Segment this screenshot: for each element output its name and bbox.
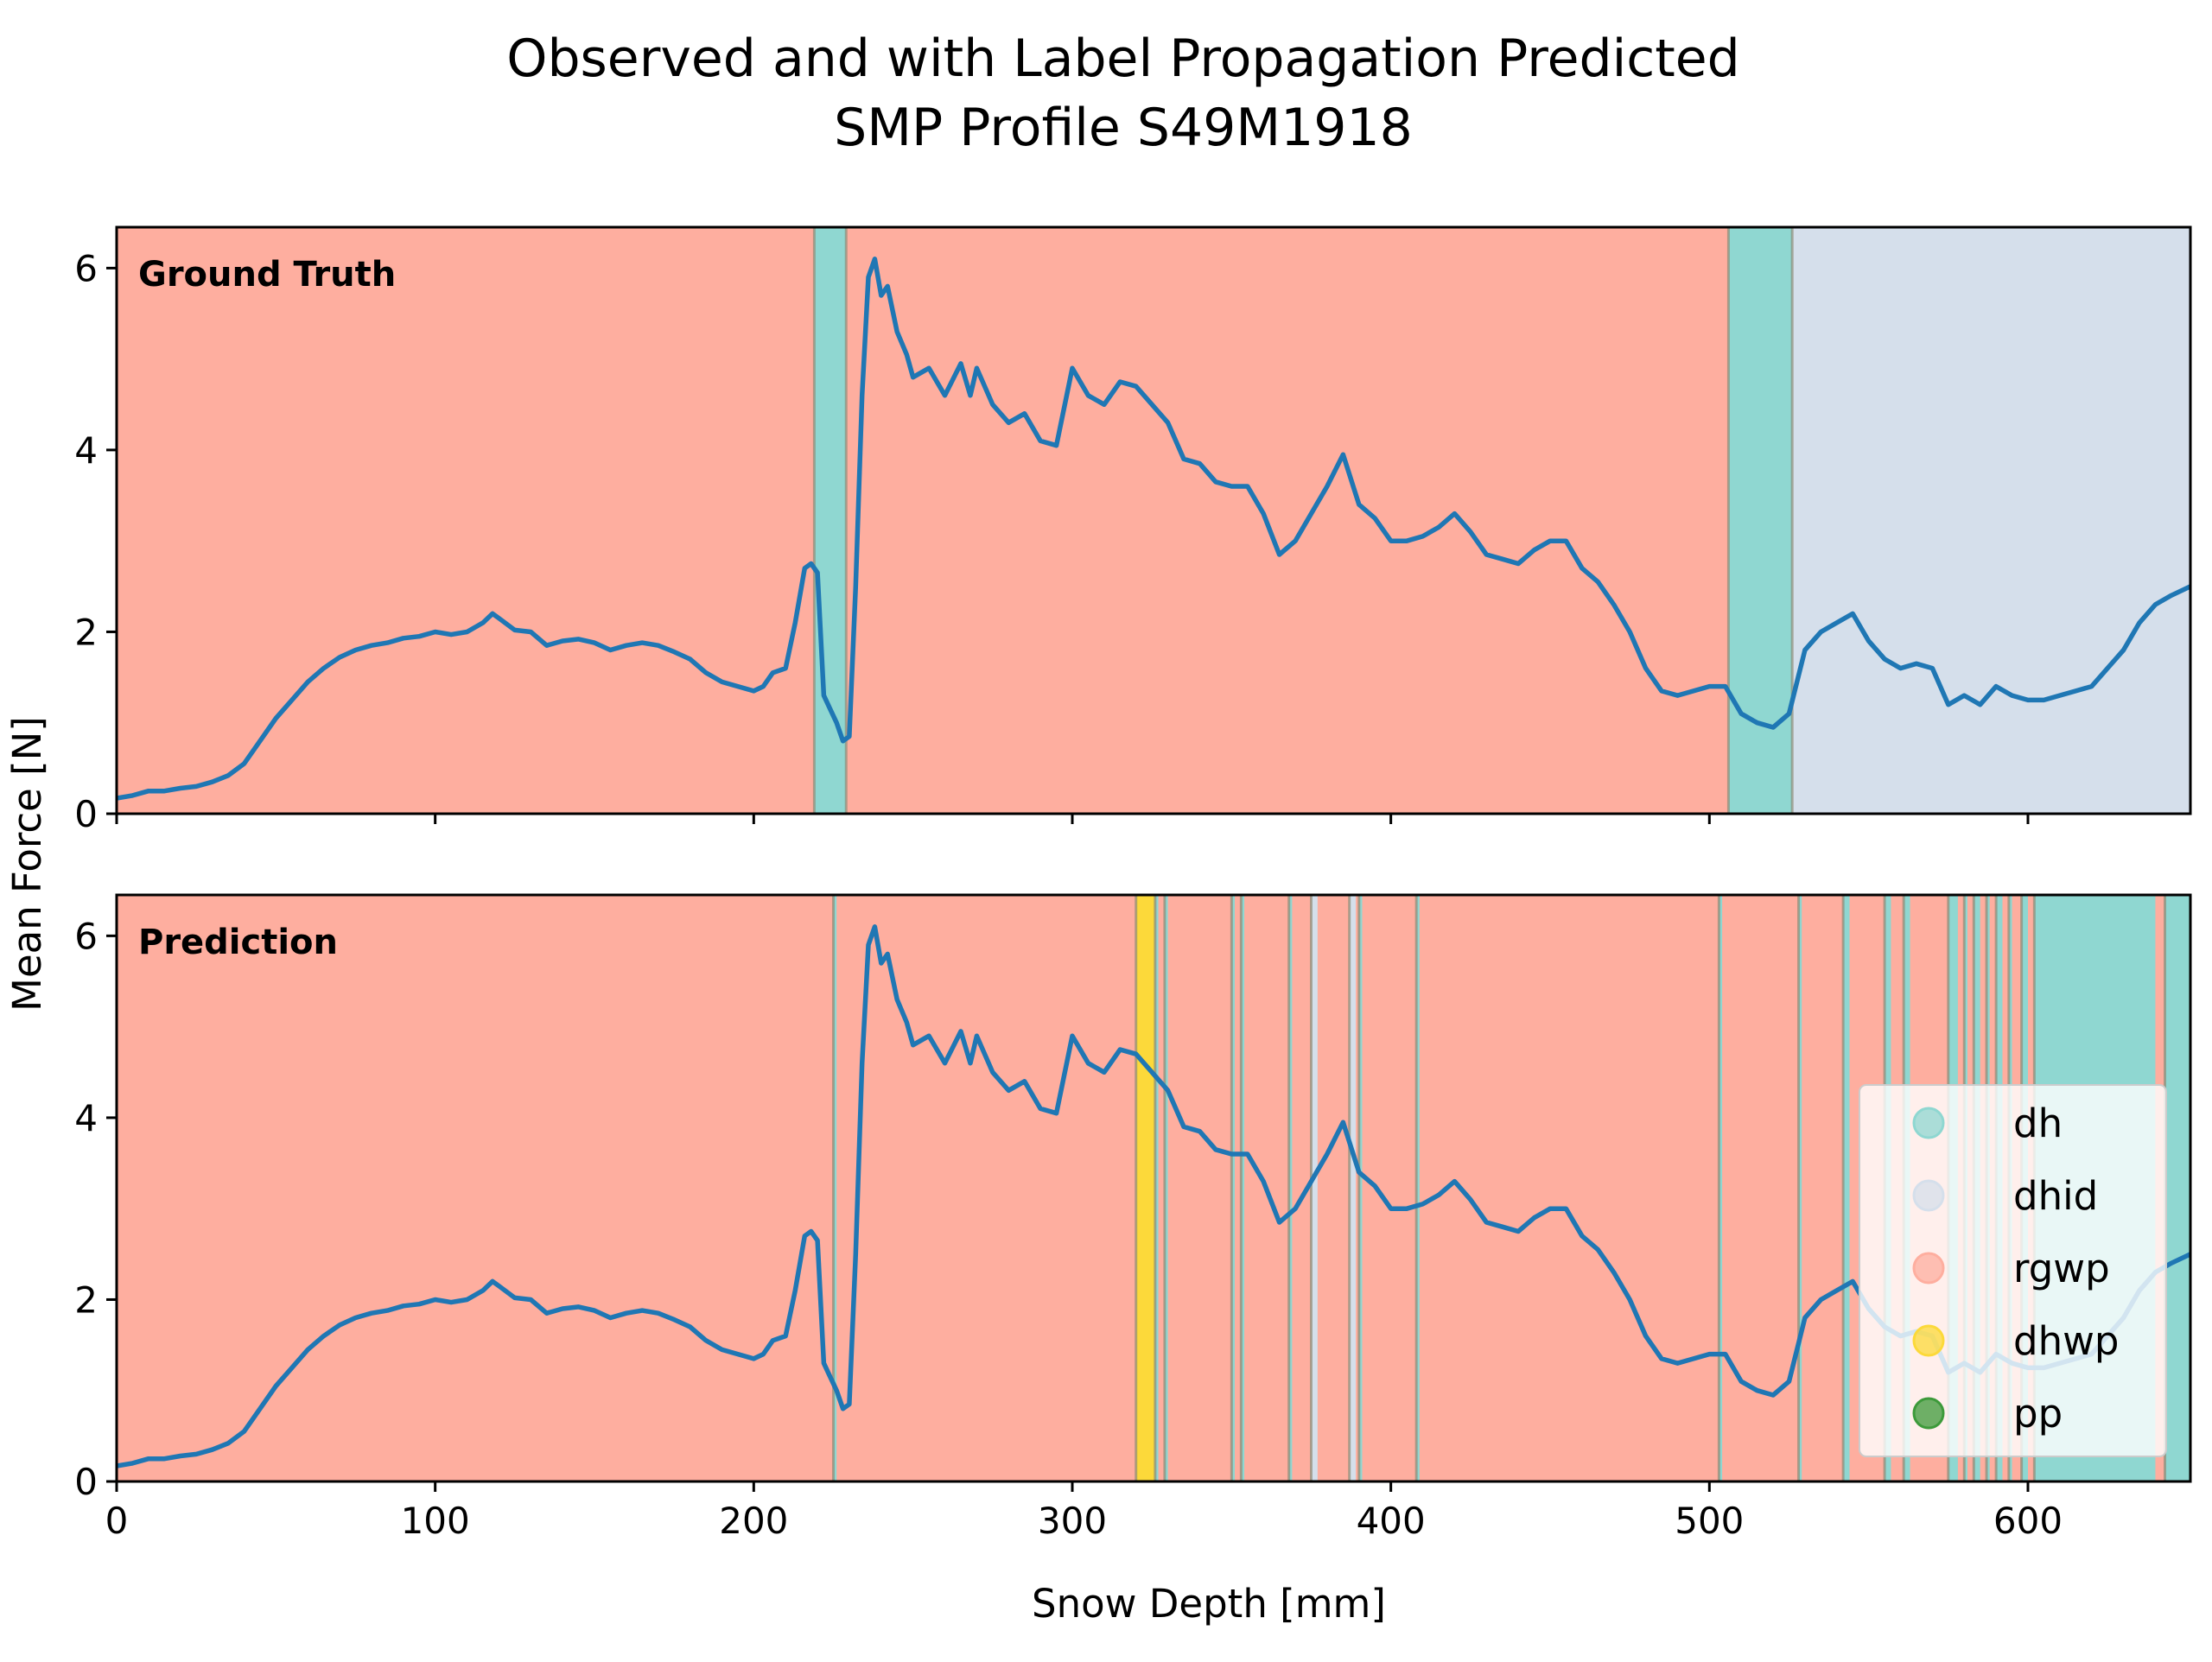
y-tick-label: 4	[74, 429, 98, 472]
y-tick-label: 2	[74, 611, 98, 653]
segment-dh	[1358, 895, 1363, 1481]
chart-title: Observed and with Label Propagation Pred…	[506, 29, 1740, 89]
segment-dh	[833, 895, 837, 1481]
segment-dh	[1798, 895, 1802, 1481]
segment-dhid	[1311, 895, 1318, 1481]
legend-label-dhwp: dhwp	[2013, 1318, 2119, 1364]
force-line	[117, 924, 2190, 1469]
legend-marker-pp	[1912, 1397, 1945, 1430]
chart-subtitle: SMP Profile S49M1918	[834, 98, 1413, 158]
y-tick-label: 0	[74, 1461, 98, 1503]
segment-dhid	[1349, 895, 1357, 1481]
x-tick-label: 300	[1038, 1500, 1107, 1542]
legend-label-dh: dh	[2013, 1101, 2063, 1146]
segment-dh	[1416, 895, 1420, 1481]
legend-marker-rgwp	[1912, 1252, 1945, 1285]
legend: dh dhid rgwp dhwp pp	[1859, 1084, 2167, 1457]
segment-dh	[1241, 895, 1245, 1481]
force-line	[117, 257, 2190, 801]
segment-dh	[1728, 227, 1793, 814]
y-axis-label: Mean Force [N]	[4, 716, 50, 1012]
x-tick-label: 200	[719, 1500, 788, 1542]
legend-label-dhid: dhid	[2013, 1173, 2098, 1219]
y-tick-label: 6	[74, 915, 98, 957]
segment-dhwp	[1135, 895, 1155, 1481]
panel-label: Prediction	[138, 923, 338, 962]
segment-dhid	[1792, 227, 2190, 814]
segment-rgwp	[117, 227, 815, 814]
legend-marker-dhwp	[1912, 1324, 1945, 1357]
legend-label-rgwp: rgwp	[2013, 1246, 2110, 1291]
segment-dh	[1154, 895, 1159, 1481]
ground-truth-panel: 0 2 4 6 Ground Truth	[74, 225, 2192, 835]
x-axis-label: Snow Depth [mm]	[1032, 1581, 1386, 1627]
y-tick-label: 6	[74, 247, 98, 289]
segment-dh	[2164, 895, 2190, 1481]
y-tick-label: 2	[74, 1278, 98, 1321]
panel-label: Ground Truth	[138, 255, 396, 295]
legend-marker-dhid	[1912, 1179, 1945, 1212]
segment-dh	[1288, 895, 1293, 1481]
y-tick-label: 0	[74, 793, 98, 835]
legend-box	[1859, 1084, 2167, 1457]
segment-rgwp	[846, 227, 1729, 814]
segment-dh	[814, 227, 847, 814]
class-background	[117, 227, 2190, 814]
axes-frame	[115, 893, 2192, 1483]
x-tick-label: 400	[1357, 1500, 1426, 1542]
axes-frame	[115, 225, 2192, 815]
legend-marker-dh	[1912, 1107, 1945, 1139]
x-tick-label: 100	[401, 1500, 470, 1542]
segment-dh	[1164, 895, 1168, 1481]
segment-dh	[1231, 895, 1236, 1481]
segment-dh	[1719, 895, 1723, 1481]
x-tick-label: 500	[1675, 1500, 1744, 1542]
legend-label-pp: pp	[2013, 1391, 2063, 1437]
y-tick-label: 4	[74, 1097, 98, 1139]
x-tick-label: 0	[105, 1500, 129, 1542]
x-tick-label: 600	[1993, 1500, 2063, 1542]
segment-dh	[1843, 895, 1850, 1481]
